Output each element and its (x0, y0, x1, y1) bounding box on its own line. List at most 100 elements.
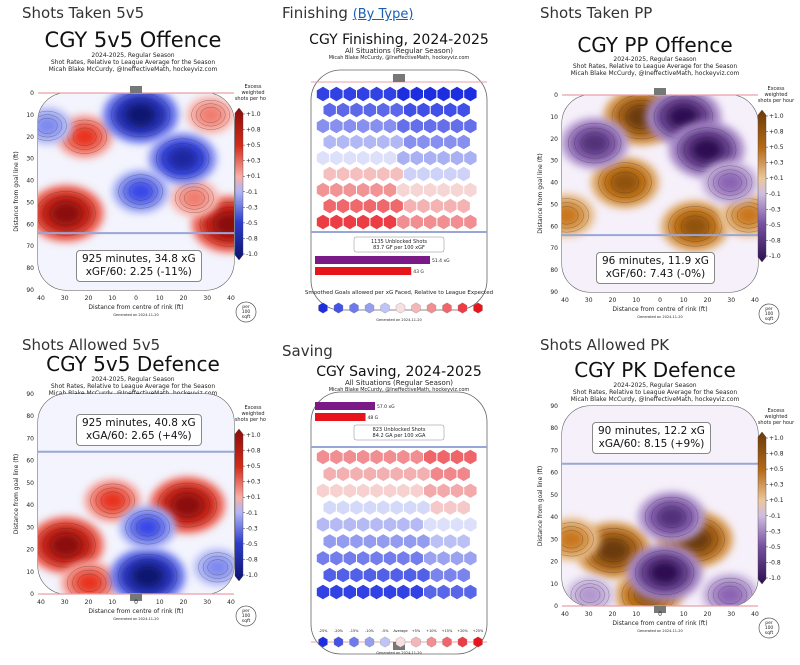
colorbar-tick-label: -0.3 (769, 528, 781, 535)
hex-cell (410, 517, 423, 532)
hex-cell (444, 567, 457, 583)
colorbar-tick-label: +0.8 (246, 448, 261, 455)
colorbar-tick-label: +1.0 (769, 113, 784, 120)
hex-cell (410, 150, 423, 166)
hex-cell (323, 534, 336, 549)
legend-tick-label: +15% (442, 629, 453, 633)
coldspot-contour (38, 114, 63, 138)
y-tick-label: 60 (550, 223, 558, 230)
y-tick-label: 60 (26, 221, 34, 228)
hex-cell (330, 150, 343, 166)
hex-cell (383, 517, 397, 532)
x-tick-label: 20 (85, 295, 93, 302)
legend-swatch (442, 302, 452, 314)
hex-cell (370, 118, 383, 134)
hex-cell (383, 150, 397, 166)
legend-title: Smoothed Goals allowed per xG Faced, Rel… (305, 290, 493, 296)
hex-cell (424, 517, 437, 532)
hex-cell (424, 118, 437, 134)
hex-cell (377, 466, 390, 482)
hex-cell (457, 567, 470, 583)
hotspot-contour (191, 99, 230, 130)
subtitle-line: All Situations (Regular Season) (345, 47, 453, 55)
hex-cell (403, 567, 417, 583)
x-tick-label: 10 (108, 599, 116, 606)
x-tick-label: 20 (609, 611, 617, 618)
hotspot-contour (43, 528, 89, 563)
panel-finishing: Finishing (By Type) CGY Finishing, 2024-… (266, 0, 532, 332)
hex-cell (323, 134, 336, 150)
y-tick-label: 90 (550, 289, 558, 296)
bar-label: 51.4 xG (432, 258, 450, 264)
hex-cell (350, 466, 363, 482)
subtitle-line: Shot Rates, Relative to League Average f… (50, 383, 216, 390)
coldspot-core (691, 138, 723, 162)
hex-cell (397, 118, 410, 134)
hex-cell (424, 214, 437, 230)
hex-cell (330, 551, 343, 566)
colorbar-title-line: weighted (764, 92, 787, 98)
y-axis-label: Distance from goal line (ft) (13, 151, 20, 232)
hex-cell (336, 500, 350, 515)
hex-cell (437, 584, 450, 600)
y-tick-label: 30 (550, 158, 558, 165)
unit-badge-label: per 100 sqft (765, 306, 774, 322)
legend-swatch (380, 636, 390, 648)
hex-cell (343, 214, 356, 230)
hex-cell (450, 150, 464, 166)
unit-badge-line: 100 (242, 309, 251, 315)
hex-cell (410, 182, 423, 198)
hex-cell (377, 567, 390, 583)
hex-cell (323, 102, 336, 118)
y-tick-label: 20 (550, 559, 558, 566)
hex-cell (383, 584, 397, 600)
bar-label: 48 G (368, 415, 379, 421)
hotspot-contour (562, 526, 589, 553)
hex-cell (457, 102, 470, 118)
hotspot-contour (736, 206, 758, 225)
hex-cell (323, 166, 336, 182)
heat-layer (38, 394, 234, 594)
hotspot-contour (50, 201, 82, 226)
x-tick-label: 10 (632, 297, 640, 304)
colorbar-title-line: shots per hour (235, 417, 266, 423)
hex-cell (343, 449, 356, 465)
legend-swatch (318, 302, 328, 314)
legend-tick-label: +10% (426, 629, 437, 633)
hex-cell (397, 483, 410, 498)
x-tick-label: 40 (561, 297, 569, 304)
hex-cell (424, 182, 437, 198)
panel-saving: Saving CGY Saving, 2024-2025 All Situati… (266, 332, 532, 664)
x-tick-label: 40 (751, 297, 759, 304)
coldspot-contour (111, 93, 171, 138)
colorbar-tick-label: +0.5 (769, 144, 784, 151)
y-tick-label: 70 (26, 435, 34, 442)
colorbar-tick-label: -0.8 (769, 559, 781, 566)
hex-cell (343, 150, 356, 166)
coldspot-contour (684, 132, 730, 167)
colorbar-tick-label: -0.3 (246, 204, 258, 211)
x-tick-label: 0 (134, 599, 138, 606)
hotspot-contour (77, 573, 102, 592)
hex-cell (464, 584, 477, 600)
x-tick-label: 10 (680, 297, 688, 304)
coldspot-core (718, 586, 742, 604)
hex-cell (450, 182, 464, 198)
panel-shots-taken-5v5: Shots Taken 5v5 CGY 5v5 Offence 2024-202… (0, 0, 266, 332)
hex-cell (417, 466, 430, 482)
hex-cell (336, 102, 350, 118)
hex-cell (457, 466, 470, 482)
hex-cell (316, 214, 330, 230)
hotspot-contour (179, 186, 210, 210)
by-type-link[interactable]: (By Type) (352, 7, 414, 22)
x-tick-label: 20 (180, 599, 188, 606)
unit-badge-line: 100 (765, 311, 774, 317)
hex-cell (350, 134, 363, 150)
hex-cell (370, 584, 383, 600)
hex-cell (363, 166, 377, 182)
legend-tick-label: +20% (457, 629, 468, 633)
subtitle-line: 2024-2025, Regular Season (91, 52, 175, 59)
hex-cell (363, 567, 377, 583)
coldspot-contour (135, 518, 160, 537)
